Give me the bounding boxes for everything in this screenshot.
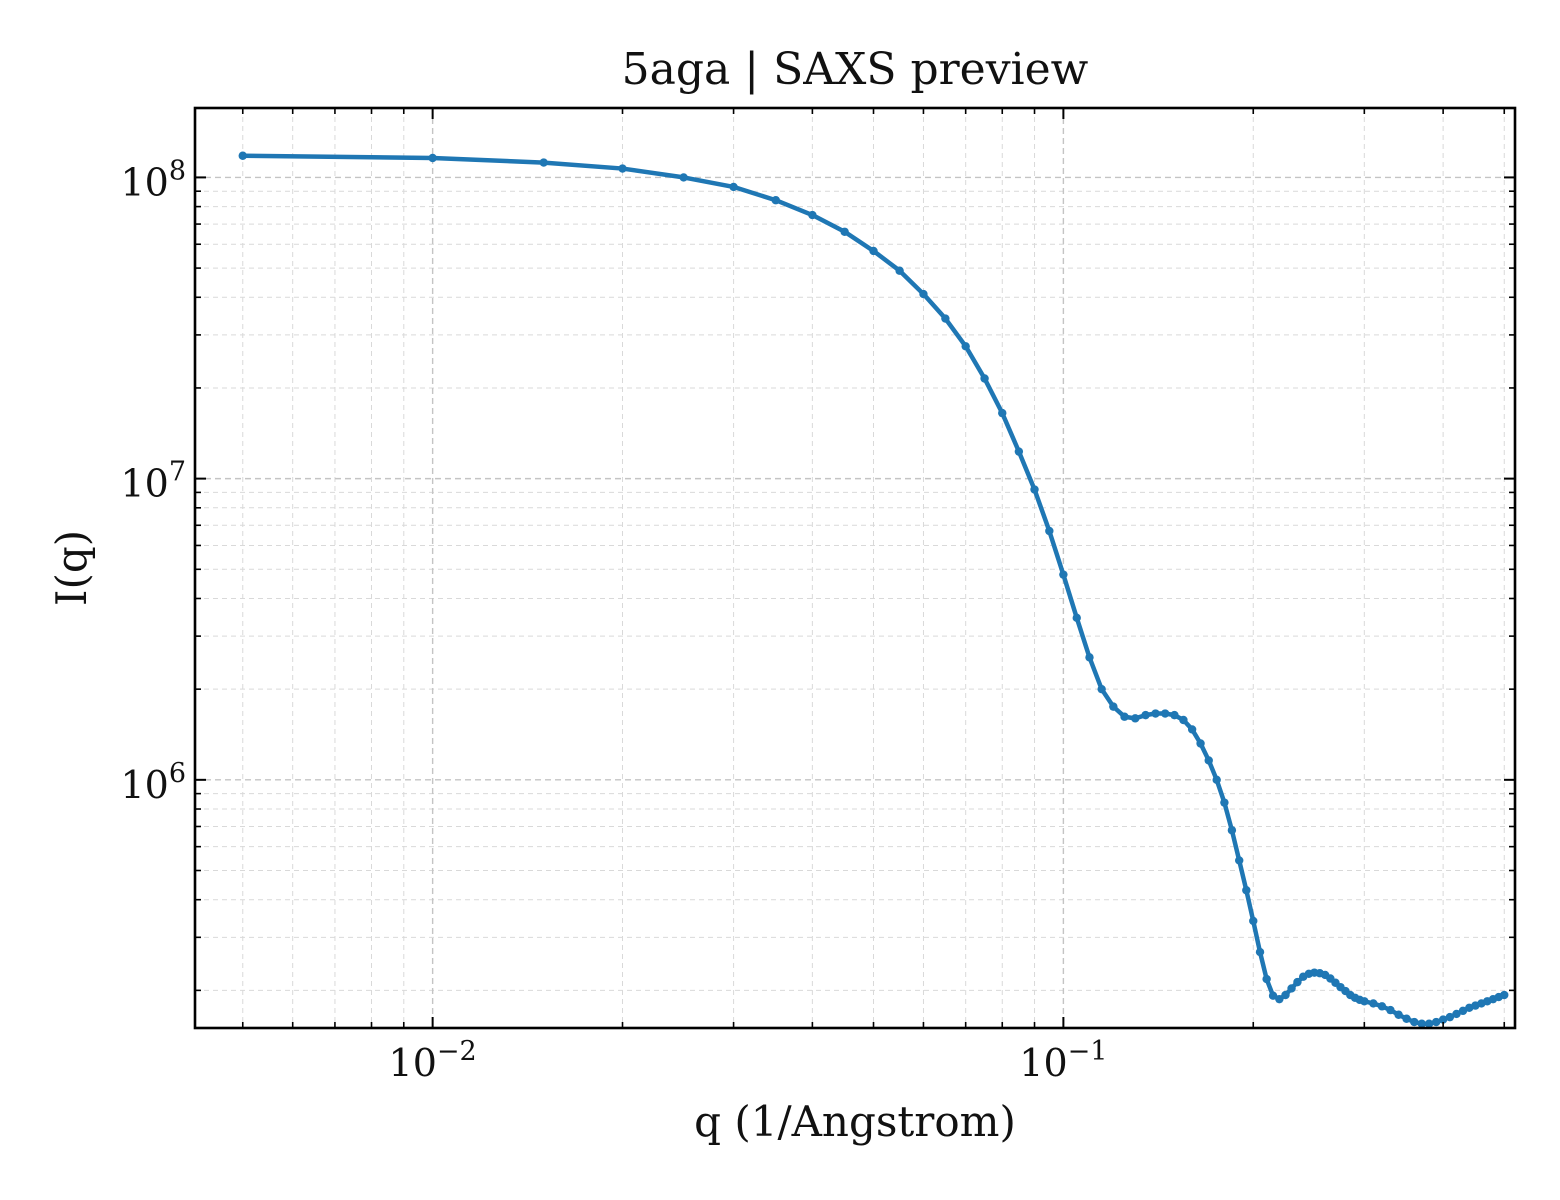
data-point bbox=[1268, 991, 1278, 1000]
data-point bbox=[1141, 710, 1150, 720]
data-point bbox=[869, 246, 878, 256]
data-point bbox=[1212, 775, 1221, 785]
data-point bbox=[1360, 997, 1369, 1006]
data-point bbox=[1287, 984, 1296, 993]
data-point bbox=[428, 153, 437, 163]
data-point bbox=[1249, 916, 1258, 926]
data-point bbox=[1293, 977, 1302, 987]
data-point bbox=[840, 227, 849, 236]
data-point bbox=[1109, 702, 1118, 711]
minor-grid bbox=[195, 108, 1515, 1028]
data-point bbox=[1120, 712, 1129, 721]
data-point bbox=[1432, 1017, 1441, 1027]
data-point bbox=[1235, 856, 1244, 865]
axis-ticks bbox=[195, 108, 1515, 1028]
data-point bbox=[1281, 990, 1290, 1000]
data-point bbox=[729, 182, 738, 192]
data-point bbox=[1030, 485, 1039, 494]
data-point bbox=[1196, 739, 1205, 748]
y-tick-label: 108 bbox=[120, 155, 186, 204]
data-point bbox=[1458, 1006, 1468, 1016]
data-point bbox=[1377, 1002, 1387, 1011]
data-point bbox=[1151, 709, 1160, 718]
data-point bbox=[980, 374, 989, 383]
data-point bbox=[1369, 999, 1378, 1008]
data-point bbox=[1410, 1017, 1419, 1027]
data-point bbox=[1402, 1014, 1411, 1023]
chart-title: 5aga | SAXS preview bbox=[622, 44, 1089, 95]
data-point bbox=[1452, 1009, 1461, 1019]
data-point bbox=[1220, 798, 1229, 807]
y-tick-label: 106 bbox=[120, 758, 186, 807]
data-point bbox=[1072, 613, 1081, 623]
data-point bbox=[1204, 756, 1213, 765]
data-point bbox=[1097, 684, 1106, 694]
y-tick-label: 107 bbox=[120, 457, 186, 506]
data-point bbox=[1275, 994, 1284, 1004]
plot-frame bbox=[193, 106, 1517, 1030]
x-axis-label: q (1/Angstrom) bbox=[694, 1097, 1016, 1146]
data-point bbox=[895, 266, 904, 275]
data-point bbox=[1160, 709, 1170, 718]
data-point bbox=[941, 314, 950, 323]
data-point bbox=[1045, 526, 1054, 536]
data-point bbox=[1227, 826, 1237, 835]
data-point bbox=[1445, 1012, 1455, 1022]
data-point bbox=[771, 196, 780, 205]
data-point bbox=[1386, 1005, 1395, 1015]
data-point bbox=[1255, 947, 1265, 957]
data-point bbox=[1242, 886, 1251, 895]
data-point bbox=[1424, 1019, 1434, 1028]
data-point bbox=[618, 164, 627, 173]
data-point bbox=[1438, 1015, 1448, 1024]
data-point bbox=[1131, 714, 1140, 723]
data-point bbox=[1085, 653, 1094, 662]
data-point bbox=[1394, 1010, 1403, 1019]
x-tick-label: 10−1 bbox=[1019, 1036, 1107, 1085]
data-point bbox=[1014, 447, 1024, 456]
data-point bbox=[1059, 570, 1068, 579]
data-point bbox=[1187, 725, 1197, 734]
tick-labels: 10−2 10−1 106 107 108 bbox=[120, 155, 1107, 1085]
data-point bbox=[1179, 715, 1188, 725]
data-point bbox=[808, 210, 817, 220]
data-point bbox=[679, 173, 688, 182]
data-point bbox=[1417, 1019, 1426, 1028]
y-axis-label: I(q) bbox=[47, 530, 96, 606]
data-point bbox=[919, 289, 928, 299]
x-tick-label: 10−2 bbox=[389, 1036, 477, 1085]
data-point bbox=[961, 342, 970, 351]
data-point bbox=[238, 151, 247, 160]
data-point bbox=[1170, 710, 1179, 720]
data-point bbox=[1262, 974, 1271, 984]
series-layer bbox=[238, 151, 1509, 1028]
data-point bbox=[539, 158, 548, 167]
data-point bbox=[1500, 990, 1509, 1000]
major-grid bbox=[195, 108, 1515, 1028]
data-point bbox=[998, 408, 1007, 418]
